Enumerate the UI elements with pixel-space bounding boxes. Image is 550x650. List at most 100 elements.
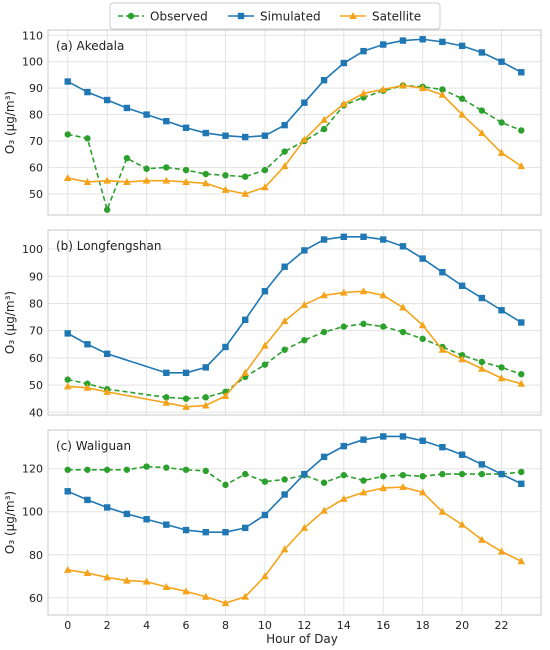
data-point-satellite: [63, 382, 72, 390]
data-point-satellite: [201, 592, 210, 600]
data-point-satellite: [103, 176, 111, 184]
data-point-satellite: [182, 402, 190, 410]
data-point-simulated: [163, 117, 170, 125]
data-point-simulated: [399, 37, 407, 44]
series-observed: [64, 463, 525, 489]
data-point-satellite: [517, 162, 526, 170]
series-satellite: [63, 483, 526, 607]
data-point-observed: [281, 476, 288, 483]
data-point-simulated: [458, 42, 466, 50]
data-point-satellite: [359, 488, 368, 496]
x-tick-label: 10: [258, 619, 272, 632]
series-observed: [64, 320, 525, 402]
data-point-satellite: [103, 573, 111, 581]
data-point-satellite: [201, 401, 210, 409]
data-point-satellite: [458, 110, 466, 118]
data-point-satellite: [83, 383, 92, 391]
data-point-satellite: [320, 115, 328, 123]
series-line-satellite: [67, 486, 522, 604]
data-point-simulated: [64, 78, 71, 85]
x-tick-label: 12: [297, 619, 311, 632]
data-point-satellite: [241, 368, 249, 376]
data-point-simulated: [439, 268, 446, 276]
data-point-observed: [143, 165, 150, 172]
data-point-satellite: [182, 177, 190, 185]
data-point-satellite: [280, 162, 289, 170]
data-point-observed: [242, 173, 249, 180]
data-point-observed: [261, 361, 269, 368]
data-point-observed: [261, 166, 269, 174]
legend-item-simulated: Simulated: [228, 10, 321, 24]
data-point-simulated: [360, 47, 367, 55]
data-point-satellite: [123, 177, 131, 185]
data-point-simulated: [84, 496, 91, 504]
data-point-satellite: [399, 81, 407, 89]
data-point-satellite: [438, 345, 447, 353]
y-tick-label: 60: [29, 161, 43, 174]
data-point-simulated: [320, 77, 328, 84]
data-point-satellite: [497, 374, 506, 382]
data-point-satellite: [261, 341, 269, 349]
series-line-simulated: [67, 38, 522, 138]
data-point-satellite: [458, 520, 466, 528]
data-point-satellite: [300, 135, 309, 143]
data-point-observed: [163, 464, 170, 471]
data-point-satellite: [103, 387, 111, 395]
data-point-satellite: [142, 577, 151, 585]
data-point-simulated: [301, 99, 308, 106]
data-point-observed: [103, 466, 111, 473]
data-point-satellite: [399, 303, 407, 311]
y-axis-title: O₃ (μg/m³): [3, 491, 17, 554]
data-point-observed: [123, 154, 131, 162]
data-point-simulated: [340, 233, 347, 241]
data-point-satellite: [340, 100, 348, 107]
data-point-simulated: [518, 319, 525, 326]
data-point-satellite: [517, 379, 526, 387]
data-point-simulated: [518, 480, 525, 487]
data-point-satellite: [261, 572, 269, 580]
data-point-satellite: [241, 592, 249, 600]
data-point-observed: [518, 127, 525, 134]
data-point-observed: [399, 471, 407, 479]
data-point-observed: [320, 479, 328, 486]
legend-label: Satellite: [372, 10, 421, 24]
data-point-simulated: [439, 38, 446, 46]
data-point-satellite: [221, 185, 230, 193]
data-point-simulated: [261, 132, 269, 139]
data-point-satellite: [261, 183, 269, 191]
data-point-simulated: [458, 451, 466, 458]
x-tick-label: 0: [64, 619, 71, 632]
y-tick-label: 100: [22, 56, 43, 69]
data-point-observed: [478, 470, 486, 478]
data-point-observed: [439, 86, 446, 93]
data-point-simulated: [478, 49, 486, 56]
data-point-simulated: [64, 330, 71, 337]
legend-marker: [237, 12, 245, 20]
data-point-satellite: [438, 90, 447, 98]
data-point-observed: [222, 481, 229, 489]
data-point-observed: [84, 135, 91, 142]
data-point-observed: [458, 351, 466, 359]
legend-label: Simulated: [260, 10, 321, 24]
data-point-simulated: [163, 369, 170, 377]
data-point-simulated: [202, 129, 209, 137]
data-point-satellite: [379, 85, 388, 93]
data-point-simulated: [360, 436, 367, 443]
data-point-observed: [380, 473, 387, 480]
y-tick-label: 100: [22, 506, 43, 519]
data-point-satellite: [418, 321, 427, 329]
data-point-satellite: [418, 84, 427, 92]
x-tick-label: 16: [376, 619, 390, 632]
series-line-observed: [67, 465, 522, 486]
data-point-satellite: [458, 355, 466, 363]
y-tick-label: 50: [29, 188, 43, 201]
data-point-satellite: [280, 545, 289, 553]
data-point-simulated: [123, 510, 131, 518]
data-point-satellite: [83, 569, 92, 577]
x-tick-label: 2: [104, 619, 111, 632]
data-point-observed: [202, 170, 209, 178]
series-line-simulated: [67, 435, 522, 533]
data-point-observed: [458, 470, 466, 478]
data-point-simulated: [498, 307, 505, 314]
